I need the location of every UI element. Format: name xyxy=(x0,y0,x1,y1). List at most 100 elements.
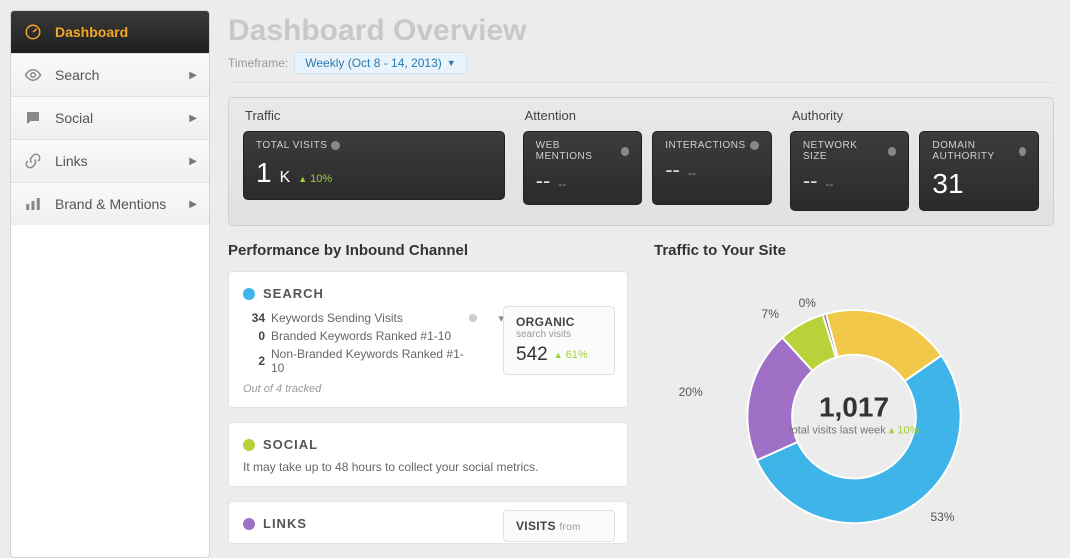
gauge-icon xyxy=(23,22,43,42)
traffic-column: Traffic to Your Site 1,017 total visits … xyxy=(654,242,1054,558)
chevron-right-icon: ▶ xyxy=(189,199,197,210)
bar-chart-icon xyxy=(23,194,43,214)
donut-total: 1,017 xyxy=(789,392,920,424)
sidebar-item-search[interactable]: Search ▶ xyxy=(11,54,209,97)
sidebar: Dashboard Search ▶ Social ▶ Links ▶ xyxy=(10,10,210,558)
donut-center: 1,017 total visits last week ▴ 10% xyxy=(789,392,920,437)
row-num: 2 xyxy=(243,354,265,368)
main-content: Dashboard Overview Timeframe: Weekly (Oc… xyxy=(210,0,1070,558)
chevron-right-icon: ▶ xyxy=(189,156,197,167)
info-icon xyxy=(1019,147,1026,156)
metric-value: -- xyxy=(536,168,551,194)
sidebar-item-label: Social xyxy=(55,110,93,126)
metric-card-web-mentions[interactable]: WEB MENTIONS -- -- xyxy=(523,131,643,205)
metric-sub: -- xyxy=(558,177,566,191)
metric-group-attention: Attention WEB MENTIONS -- -- INTERACTIONS… xyxy=(523,106,772,211)
donut-slice-label: 7% xyxy=(762,307,779,321)
eye-icon xyxy=(23,65,43,85)
donut-chart: 1,017 total visits last week ▴ 10% 53% 20… xyxy=(664,271,1044,531)
row-num: 0 xyxy=(243,329,265,343)
dot-icon xyxy=(243,439,255,451)
sidebar-item-label: Brand & Mentions xyxy=(55,196,166,212)
row-num: 34 xyxy=(243,311,265,325)
metric-unit: K xyxy=(280,169,291,187)
sidebar-item-social[interactable]: Social ▶ xyxy=(11,97,209,140)
metric-sub: -- xyxy=(688,166,696,180)
dot-icon xyxy=(243,518,255,530)
timeframe-selector[interactable]: Weekly (Oct 8 - 14, 2013) ▼ xyxy=(294,52,466,74)
metric-value: -- xyxy=(803,168,818,194)
donut-delta: ▴ 10% xyxy=(889,425,920,437)
page-title: Dashboard Overview xyxy=(228,14,1054,48)
metric-group-title: Traffic xyxy=(243,106,505,125)
organic-box: ORGANIC search visits 542 ▲61% xyxy=(503,306,615,375)
info-icon xyxy=(331,141,340,150)
metric-group-title: Attention xyxy=(523,106,772,125)
sidebox-sub: search visits xyxy=(516,329,571,340)
sidebar-item-brand[interactable]: Brand & Mentions ▶ xyxy=(11,183,209,225)
sidebar-item-label: Search xyxy=(55,67,99,83)
timeframe-row: Timeframe: Weekly (Oct 8 - 14, 2013) ▼ xyxy=(228,52,1054,83)
metric-label: NETWORK SIZE xyxy=(803,140,884,162)
channel-row: 0 Branded Keywords Ranked #1-10 -- xyxy=(243,327,523,345)
donut-slice-label: 0% xyxy=(799,296,816,310)
donut-slice-label: 53% xyxy=(930,510,954,524)
donut-sub: total visits last week xyxy=(789,425,886,437)
metric-group-title: Authority xyxy=(790,106,1039,125)
channel-title: LINKS xyxy=(263,516,307,531)
info-icon xyxy=(888,147,897,156)
info-icon xyxy=(750,141,759,150)
section-title: Traffic to Your Site xyxy=(654,242,1054,259)
metric-label: TOTAL VISITS xyxy=(256,140,327,151)
metric-card-total-visits[interactable]: TOTAL VISITS 1 K ▲10% xyxy=(243,131,505,200)
metric-label: WEB MENTIONS xyxy=(536,140,617,162)
chevron-right-icon: ▶ xyxy=(189,70,197,81)
metric-label: DOMAIN AUTHORITY xyxy=(932,140,1015,162)
row-text: Branded Keywords Ranked #1-10 xyxy=(271,329,477,343)
channel-text: It may take up to 48 hours to collect yo… xyxy=(243,460,613,474)
row-text: Non-Branded Keywords Ranked #1-10 xyxy=(271,347,477,375)
metric-card-interactions[interactable]: INTERACTIONS -- -- xyxy=(652,131,772,205)
sidebox-sub: from xyxy=(559,522,580,533)
sidebar-item-label: Links xyxy=(55,153,88,169)
channel-row: 2 Non-Branded Keywords Ranked #1-10 -- xyxy=(243,345,523,377)
channel-row: 34 Keywords Sending Visits ▾ 8% xyxy=(243,309,523,327)
speech-bubble-icon xyxy=(23,108,43,128)
channel-header[interactable]: SEARCH xyxy=(243,286,613,301)
chevron-right-icon: ▶ xyxy=(189,113,197,124)
metrics-bar: Traffic TOTAL VISITS 1 K ▲10% Attention xyxy=(228,97,1054,226)
metric-card-domain-authority[interactable]: DOMAIN AUTHORITY 31 xyxy=(919,131,1039,211)
sidebox-delta: ▲61% xyxy=(554,349,588,361)
visits-box: VISITS from xyxy=(503,510,615,542)
sidebar-item-links[interactable]: Links ▶ xyxy=(11,140,209,183)
sidebar-item-label: Dashboard xyxy=(55,24,128,40)
sidebar-item-dashboard[interactable]: Dashboard xyxy=(11,11,209,54)
performance-column: Performance by Inbound Channel SEARCH 34… xyxy=(228,242,628,558)
timeframe-value: Weekly (Oct 8 - 14, 2013) xyxy=(305,56,442,70)
channel-card-links: LINKS VISITS from xyxy=(228,501,628,544)
channel-card-social: SOCIAL It may take up to 48 hours to col… xyxy=(228,422,628,487)
metric-group-authority: Authority NETWORK SIZE -- -- DOMAIN AUTHO… xyxy=(790,106,1039,211)
dot-icon xyxy=(243,288,255,300)
donut-slice-label: 20% xyxy=(679,385,703,399)
sidebox-value: 542 xyxy=(516,344,548,366)
metric-value: -- xyxy=(665,157,680,183)
metric-delta: ▲10% xyxy=(298,173,332,185)
channel-header[interactable]: SOCIAL xyxy=(243,437,613,452)
metric-card-network-size[interactable]: NETWORK SIZE -- -- xyxy=(790,131,910,211)
up-arrow-icon: ▲ xyxy=(554,350,563,360)
up-arrow-icon: ▲ xyxy=(298,174,307,184)
metric-label: INTERACTIONS xyxy=(665,140,745,151)
timeframe-label: Timeframe: xyxy=(228,56,288,70)
metric-value: 1 xyxy=(256,157,272,189)
sidebox-title: VISITS xyxy=(516,519,556,533)
metric-sub: -- xyxy=(825,177,833,191)
row-text: Keywords Sending Visits xyxy=(271,311,463,325)
channel-footnote: Out of 4 tracked xyxy=(243,383,613,395)
metric-value: 31 xyxy=(932,168,963,200)
metric-group-traffic: Traffic TOTAL VISITS 1 K ▲10% xyxy=(243,106,505,211)
channel-title: SOCIAL xyxy=(263,437,318,452)
channel-card-search: SEARCH 34 Keywords Sending Visits ▾ 8% 0… xyxy=(228,271,628,408)
link-icon xyxy=(23,151,43,171)
section-title: Performance by Inbound Channel xyxy=(228,242,628,259)
